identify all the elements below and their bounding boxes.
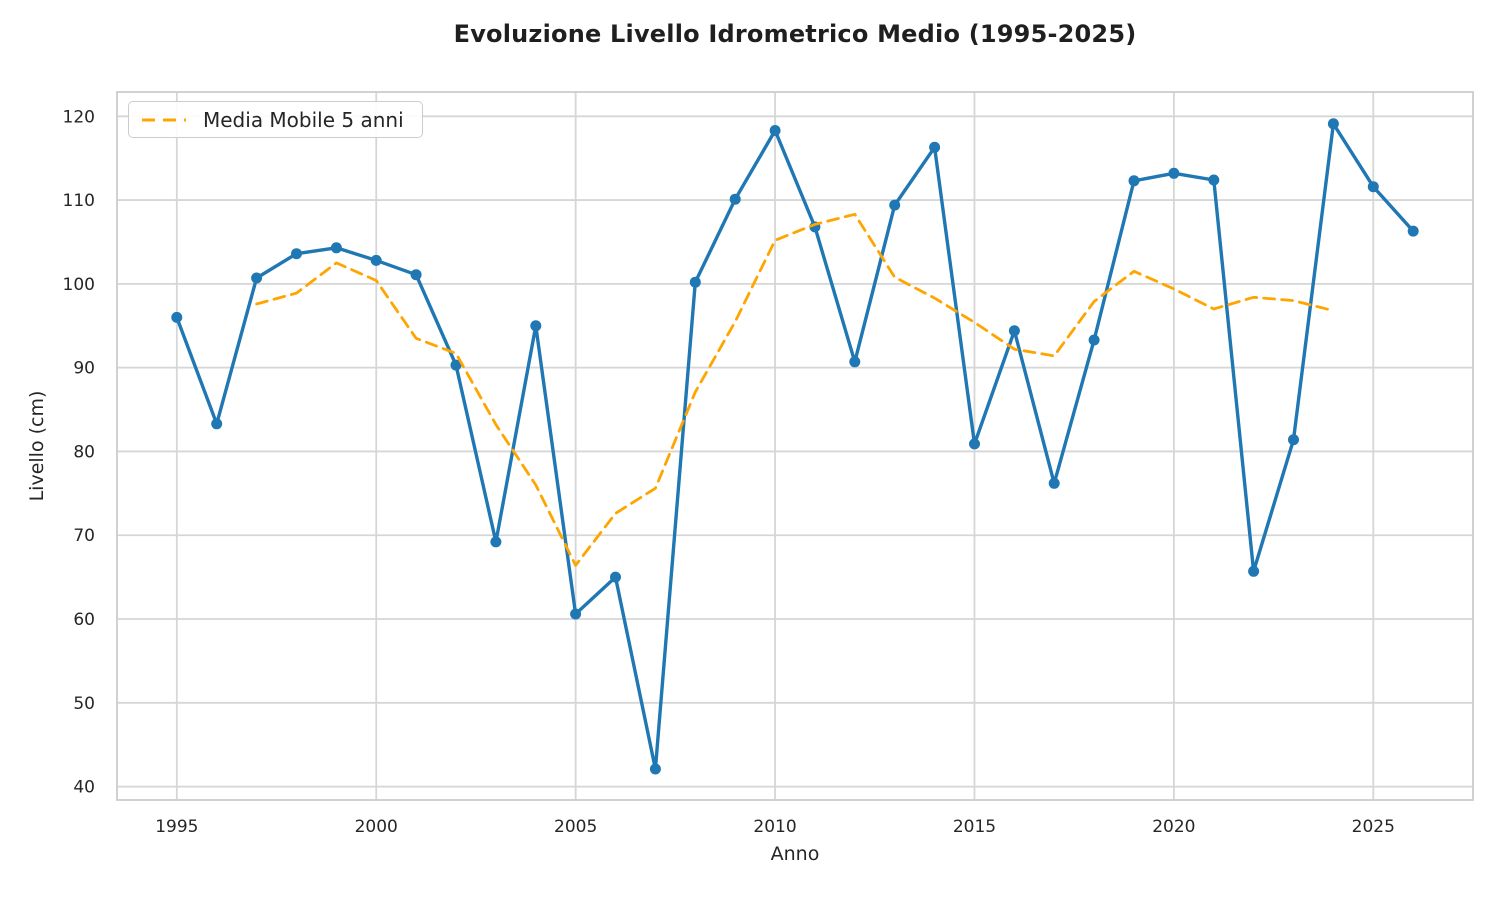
data-point-marker (1008, 325, 1020, 337)
y-tick-label: 40 (73, 778, 95, 798)
series-line-livello-cm- (175, 122, 1415, 771)
data-point-marker (211, 418, 223, 430)
data-point-marker (1208, 174, 1220, 186)
legend: Media Mobile 5 anni (128, 101, 423, 138)
data-point-marker (610, 571, 621, 583)
x-tick-label: 2020 (1152, 817, 1195, 837)
data-point-marker (849, 356, 861, 368)
data-point-marker (1248, 565, 1260, 577)
series-line-media-mobile-5-anni (255, 212, 1335, 567)
data-point-marker (1168, 167, 1180, 179)
x-tick-label: 2005 (554, 817, 597, 837)
y-tick-label: 120 (63, 107, 95, 127)
y-tick-label: 90 (73, 359, 95, 379)
data-point-marker (330, 242, 342, 254)
plot-border (116, 91, 1474, 801)
data-point-marker (450, 359, 462, 371)
y-tick-label: 60 (73, 610, 95, 630)
y-tick-label: 80 (73, 442, 95, 462)
data-point-marker (769, 125, 781, 136)
data-point-marker (1407, 225, 1419, 237)
data-point-marker (490, 536, 502, 548)
x-tick-label: 2025 (1352, 817, 1395, 837)
data-point-marker (929, 141, 941, 153)
y-tick-label: 110 (63, 191, 95, 211)
data-point-marker (570, 608, 582, 620)
data-point-marker (1128, 175, 1140, 187)
data-point-marker (1288, 434, 1299, 446)
legend-label: Media Mobile 5 anni (203, 107, 404, 132)
x-tick-label: 2010 (753, 817, 796, 837)
data-point-marker (889, 199, 901, 211)
data-point-marker (969, 438, 980, 450)
data-point-marker (410, 269, 422, 281)
data-point-marker (171, 311, 183, 323)
data-point-marker (1367, 181, 1379, 193)
data-point-marker (530, 320, 542, 332)
data-point-marker (1048, 477, 1060, 489)
y-axis-label: Livello (cm) (26, 390, 48, 502)
legend-dash-icon (142, 118, 186, 121)
data-point-marker (251, 272, 263, 284)
y-tick-label: 50 (73, 694, 95, 714)
chart-title: Evoluzione Livello Idrometrico Medio (19… (453, 20, 1137, 48)
y-tick-label: 100 (63, 275, 95, 295)
x-axis-label: Anno (770, 843, 820, 865)
x-tick-label: 2000 (355, 817, 398, 837)
x-tick-label: 2015 (953, 817, 996, 837)
data-point-marker (649, 763, 661, 775)
data-point-marker (370, 254, 382, 266)
data-point-marker (1327, 118, 1339, 130)
x-tick-label: 1995 (155, 817, 198, 837)
data-point-marker (291, 248, 302, 260)
data-point-marker (729, 193, 741, 205)
data-point-marker (689, 276, 701, 288)
y-tick-label: 70 (73, 526, 95, 546)
data-point-marker (1088, 334, 1100, 346)
